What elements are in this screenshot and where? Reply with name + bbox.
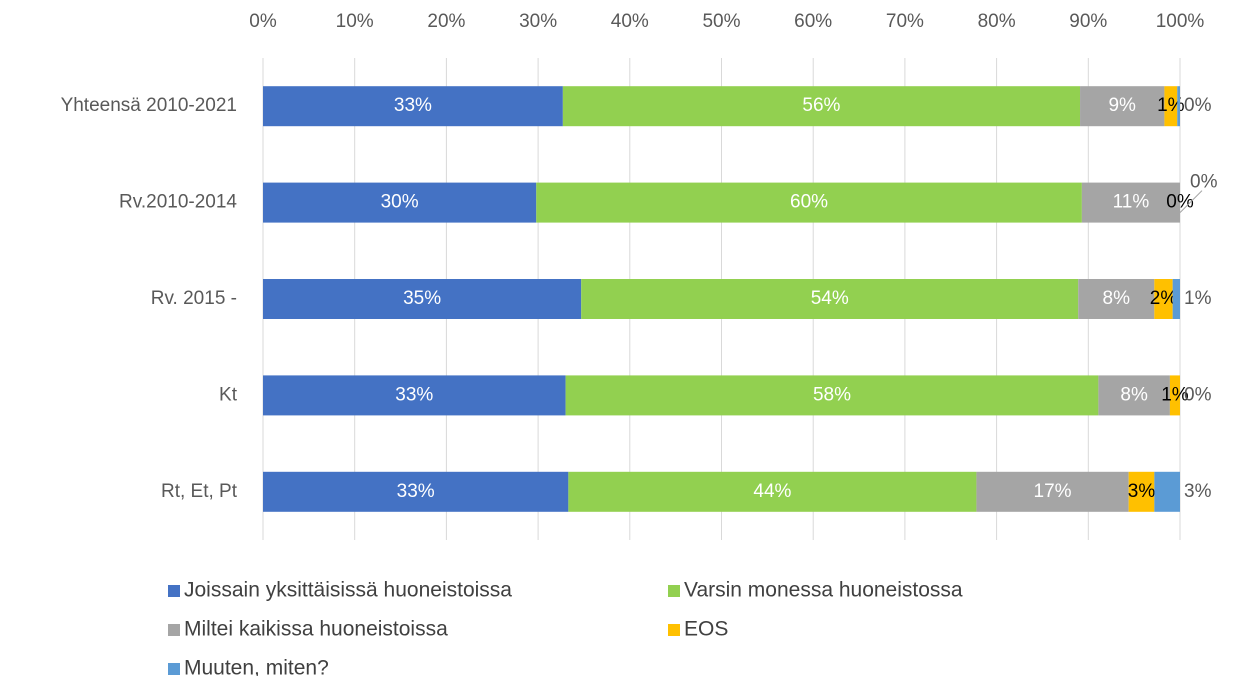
legend-swatch — [668, 585, 680, 597]
data-label: 33% — [394, 95, 432, 116]
legend-swatch — [168, 624, 180, 636]
data-label: 35% — [403, 288, 441, 309]
legend-label: Joissain yksittäisissä huoneistoissa — [184, 579, 512, 602]
legend-swatch — [168, 585, 180, 597]
data-label: 17% — [1034, 481, 1072, 502]
bar-segment — [536, 182, 1082, 223]
y-tick-label: Yhteensä 2010-2021 — [61, 95, 237, 116]
bar-segment — [568, 471, 977, 512]
bar-segment — [263, 375, 566, 416]
data-label: 33% — [397, 481, 435, 502]
leader-line — [1179, 190, 1203, 213]
x-tick-label: 20% — [427, 11, 465, 32]
legend-swatch — [668, 624, 680, 636]
y-tick-label: Rv.2010-2014 — [119, 192, 237, 213]
bar-segment — [1172, 279, 1180, 319]
x-tick-label: 30% — [519, 11, 557, 32]
bar-segment — [263, 471, 569, 512]
legend-label: Miltei kaikissa huoneistoissa — [184, 618, 448, 641]
x-tick-label: 10% — [336, 11, 374, 32]
data-label: 0% — [1184, 95, 1212, 116]
data-label: 1% — [1157, 95, 1185, 116]
x-tick-label: 50% — [702, 11, 740, 32]
data-label: 30% — [381, 192, 419, 213]
data-label: 58% — [813, 384, 851, 405]
data-label: 1% — [1161, 384, 1189, 405]
bar-segment — [1169, 375, 1180, 416]
x-tick-label: 0% — [249, 11, 277, 32]
bar-segment — [1154, 471, 1180, 512]
y-tick-label: Kt — [219, 384, 238, 405]
bar-segment — [581, 279, 1079, 319]
legend-label: Varsin monessa huoneistossa — [684, 579, 963, 602]
legend-swatch — [168, 663, 180, 675]
legend-label: Muuten, miten? — [184, 657, 329, 676]
bar-segment — [263, 86, 563, 127]
data-label: 0% — [1184, 384, 1212, 405]
bar-segment — [1154, 279, 1173, 319]
y-tick-label: Rt, Et, Pt — [161, 481, 238, 502]
data-label: 2% — [1150, 288, 1178, 309]
bar-segment — [263, 182, 537, 223]
data-label: 33% — [395, 384, 433, 405]
bar-segment — [263, 279, 582, 319]
data-label: 11% — [1113, 192, 1150, 213]
bar-segment — [1164, 86, 1178, 127]
bar-segment — [565, 375, 1099, 416]
data-label: 56% — [802, 95, 840, 116]
data-label: 0% — [1190, 172, 1218, 193]
bar-segment — [976, 471, 1129, 512]
bar-segment — [1177, 86, 1180, 127]
x-tick-label: 40% — [611, 11, 649, 32]
data-label: 3% — [1128, 481, 1156, 502]
data-label: 0% — [1166, 192, 1194, 213]
x-tick-label: 70% — [886, 11, 924, 32]
data-label: 54% — [811, 288, 849, 309]
legend-label: EOS — [684, 618, 728, 641]
data-label: 8% — [1120, 384, 1148, 405]
data-label: 1% — [1184, 288, 1212, 309]
data-label: 3% — [1184, 481, 1212, 502]
bar-segment — [1081, 182, 1180, 223]
y-tick-label: Rv. 2015 - — [151, 288, 237, 309]
x-tick-label: 60% — [794, 11, 832, 32]
x-tick-label: 90% — [1069, 11, 1107, 32]
x-tick-label: 100% — [1156, 11, 1205, 32]
bar-segment — [1098, 375, 1170, 416]
data-label: 60% — [790, 192, 828, 213]
data-label: 9% — [1108, 95, 1136, 116]
data-label: 8% — [1103, 288, 1131, 309]
data-label: 44% — [753, 481, 791, 502]
bar-segment — [1128, 471, 1155, 512]
x-tick-label: 80% — [978, 11, 1016, 32]
bar-segment — [1080, 86, 1165, 127]
bar-segment — [1078, 279, 1155, 319]
bar-segment — [562, 86, 1081, 127]
